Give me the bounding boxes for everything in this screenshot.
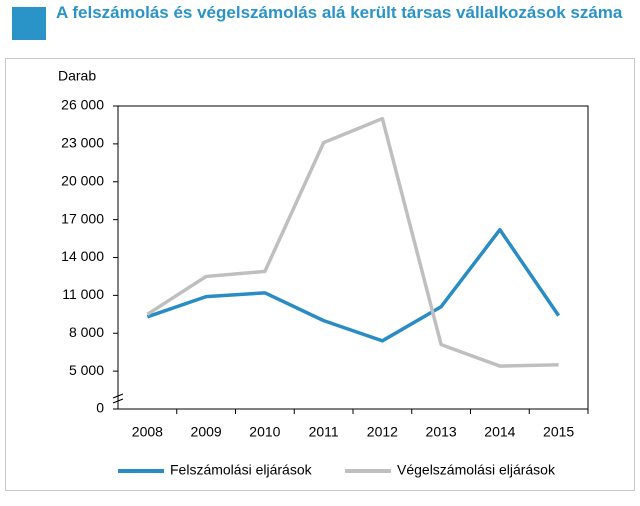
y-tick-label: 23 000 — [61, 135, 104, 151]
y-tick-label: 5 000 — [69, 362, 104, 378]
chart-title: A felszámolás és végelszámolás alá kerül… — [56, 3, 623, 22]
y-axis-label: Darab — [58, 68, 96, 84]
y-tick-label: 26 000 — [61, 97, 104, 113]
line-series — [146, 227, 561, 343]
x-tick-label: 2014 — [484, 424, 515, 440]
title-icon — [12, 7, 46, 40]
x-tick-label: 2013 — [426, 424, 457, 440]
y-tick-label: 8 000 — [69, 324, 104, 340]
axis-break — [112, 393, 124, 404]
x-tick-label: 2015 — [543, 424, 574, 440]
y-tick-label: 20 000 — [61, 172, 104, 188]
x-tick-label: 2008 — [132, 424, 163, 440]
line-series — [146, 116, 559, 368]
x-tick-label: 2012 — [367, 424, 398, 440]
y-tick-label: 11 000 — [62, 286, 104, 302]
x-tick-label: 2009 — [191, 424, 222, 440]
legend-label: Felszámolási eljárások — [170, 462, 313, 478]
legend-label: Végelszámolási eljárások — [397, 462, 556, 478]
x-tick-label: 2010 — [249, 424, 280, 440]
chart-frame — [5, 58, 635, 491]
x-tick-label: 2011 — [309, 424, 339, 440]
title-box: A felszámolás és végelszámolás alá kerül… — [56, 3, 623, 22]
y-tick-label: 14 000 — [61, 248, 104, 264]
y-tick-label: 0 — [96, 400, 104, 416]
y-tick-label: 17 000 — [61, 210, 104, 226]
